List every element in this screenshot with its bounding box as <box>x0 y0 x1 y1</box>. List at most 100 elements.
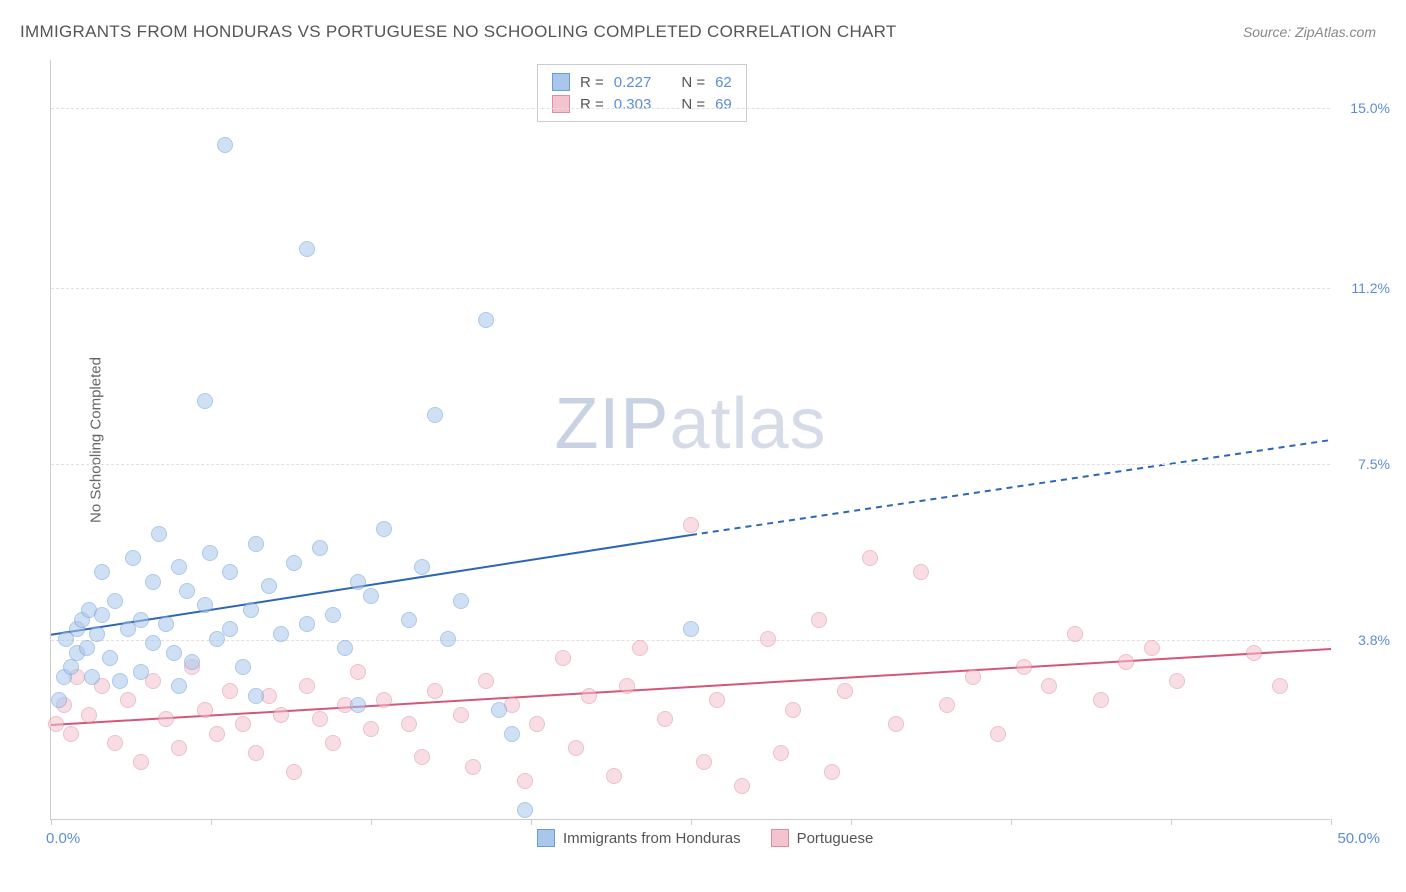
scatter-point-a <box>197 597 213 613</box>
scatter-point-b <box>414 749 430 765</box>
scatter-point-a <box>312 540 328 556</box>
scatter-point-b <box>1169 673 1185 689</box>
scatter-point-b <box>606 768 622 784</box>
scatter-point-a <box>248 536 264 552</box>
scatter-point-a <box>184 654 200 670</box>
scatter-point-a <box>440 631 456 647</box>
x-tick <box>51 819 52 825</box>
scatter-point-a <box>683 621 699 637</box>
scatter-point-b <box>299 678 315 694</box>
scatter-point-a <box>202 545 218 561</box>
x-tick <box>1011 819 1012 825</box>
bottom-legend: Immigrants from Honduras Portuguese <box>537 829 873 847</box>
scatter-point-b <box>517 773 533 789</box>
scatter-point-b <box>990 726 1006 742</box>
scatter-point-a <box>171 559 187 575</box>
scatter-point-b <box>1144 640 1160 656</box>
r-label-b: R = <box>580 96 604 113</box>
source-name: ZipAtlas.com <box>1295 24 1376 40</box>
y-tick-label: 3.8% <box>1340 632 1390 648</box>
scatter-point-a <box>151 526 167 542</box>
scatter-point-b <box>107 735 123 751</box>
scatter-point-a <box>243 602 259 618</box>
legend-label-a: Immigrants from Honduras <box>563 830 741 847</box>
scatter-point-b <box>120 692 136 708</box>
scatter-point-a <box>504 726 520 742</box>
scatter-point-b <box>133 754 149 770</box>
scatter-point-b <box>158 711 174 727</box>
scatter-point-b <box>222 683 238 699</box>
scatter-point-b <box>581 688 597 704</box>
scatter-point-b <box>862 550 878 566</box>
scatter-point-a <box>102 650 118 666</box>
scatter-point-b <box>1093 692 1109 708</box>
x-axis-max-label: 50.0% <box>1337 830 1380 847</box>
legend-item-series-a: Immigrants from Honduras <box>537 829 741 847</box>
scatter-point-a <box>94 607 110 623</box>
r-value-b: 0.303 <box>614 96 652 113</box>
scatter-point-a <box>125 550 141 566</box>
scatter-point-b <box>248 745 264 761</box>
swatch-series-b <box>552 95 570 113</box>
scatter-point-a <box>158 616 174 632</box>
scatter-point-b <box>1272 678 1288 694</box>
y-tick-label: 15.0% <box>1340 100 1390 116</box>
scatter-point-a <box>63 659 79 675</box>
scatter-point-a <box>299 241 315 257</box>
scatter-point-b <box>286 764 302 780</box>
scatter-point-b <box>913 564 929 580</box>
scatter-point-a <box>145 635 161 651</box>
scatter-point-b <box>939 697 955 713</box>
scatter-point-a <box>337 640 353 656</box>
scatter-point-a <box>286 555 302 571</box>
scatter-point-b <box>632 640 648 656</box>
scatter-point-a <box>197 393 213 409</box>
x-tick <box>371 819 372 825</box>
scatter-point-a <box>94 564 110 580</box>
scatter-point-b <box>657 711 673 727</box>
stats-row-series-b: R = 0.303 N = 69 <box>552 93 732 115</box>
gridline <box>51 108 1330 109</box>
x-tick <box>1171 819 1172 825</box>
scatter-point-a <box>235 659 251 675</box>
scatter-point-b <box>888 716 904 732</box>
chart-title: IMMIGRANTS FROM HONDURAS VS PORTUGUESE N… <box>20 22 897 42</box>
scatter-point-a <box>363 588 379 604</box>
scatter-point-b <box>1041 678 1057 694</box>
scatter-point-a <box>248 688 264 704</box>
legend-item-series-b: Portuguese <box>771 829 874 847</box>
scatter-point-b <box>63 726 79 742</box>
legend-label-b: Portuguese <box>797 830 874 847</box>
scatter-point-a <box>166 645 182 661</box>
x-tick <box>531 819 532 825</box>
scatter-point-a <box>427 407 443 423</box>
source-label: Source: <box>1243 24 1291 40</box>
scatter-point-b <box>209 726 225 742</box>
stats-legend-box: R = 0.227 N = 62 R = 0.303 N = 69 <box>537 64 747 122</box>
scatter-point-b <box>619 678 635 694</box>
scatter-point-b <box>478 673 494 689</box>
scatter-point-b <box>760 631 776 647</box>
scatter-point-b <box>453 707 469 723</box>
trend-lines <box>51 60 1330 819</box>
scatter-point-b <box>696 754 712 770</box>
gridline <box>51 288 1330 289</box>
scatter-point-a <box>222 564 238 580</box>
scatter-point-a <box>112 673 128 689</box>
scatter-point-a <box>414 559 430 575</box>
scatter-point-b <box>811 612 827 628</box>
scatter-point-b <box>48 716 64 732</box>
scatter-point-b <box>401 716 417 732</box>
n-label-b: N = <box>681 96 705 113</box>
scatter-point-b <box>734 778 750 794</box>
scatter-point-b <box>773 745 789 761</box>
scatter-point-a <box>79 640 95 656</box>
x-tick <box>1331 819 1332 825</box>
scatter-point-a <box>89 626 105 642</box>
scatter-point-b <box>465 759 481 775</box>
scatter-point-b <box>965 669 981 685</box>
scatter-point-a <box>51 692 67 708</box>
scatter-point-b <box>350 664 366 680</box>
y-tick-label: 7.5% <box>1340 456 1390 472</box>
scatter-point-a <box>350 574 366 590</box>
